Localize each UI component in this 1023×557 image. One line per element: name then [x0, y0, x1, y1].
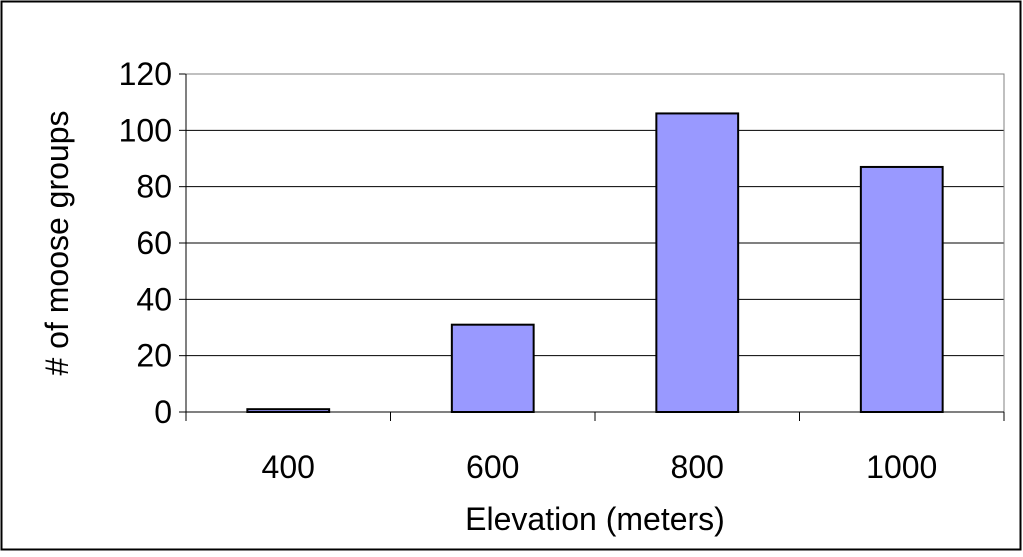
y-tick-label: 120 — [119, 56, 172, 92]
x-tick-label: 1000 — [866, 449, 937, 485]
y-tick-label: 40 — [136, 281, 172, 317]
bar-600 — [450, 323, 535, 413]
axes — [179, 73, 1005, 421]
y-axis-title: # of moose groups — [39, 110, 75, 375]
x-tick-label: 400 — [262, 449, 315, 485]
bar-800 — [655, 112, 740, 414]
x-axis-title: Elevation (meters) — [465, 501, 725, 537]
y-tick-label: 60 — [136, 225, 172, 261]
x-tick-label: 600 — [466, 449, 519, 485]
y-tick-labels: 0 20 40 60 80 100 120 — [119, 56, 172, 430]
y-tick-label: 80 — [136, 169, 172, 205]
y-tick-label: 0 — [154, 394, 172, 430]
bars — [246, 112, 944, 414]
bar-1000 — [859, 165, 944, 413]
y-tick-label: 20 — [136, 338, 172, 374]
x-tick-label: 800 — [671, 449, 724, 485]
x-tick-labels: 400 600 800 1000 — [262, 449, 938, 485]
y-tick-label: 100 — [119, 112, 172, 148]
